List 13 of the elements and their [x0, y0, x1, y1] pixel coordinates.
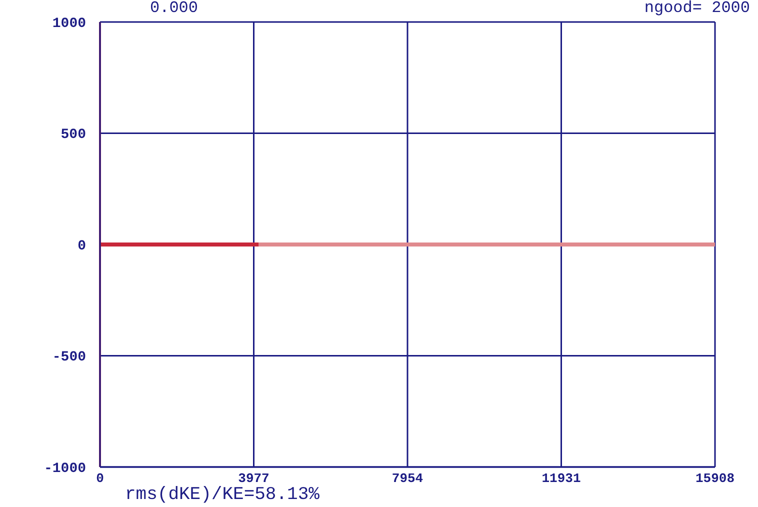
x-tick-label: 3977	[238, 471, 270, 486]
x-tick-label: 7954	[392, 471, 424, 486]
y-tick-label: -1000	[44, 460, 86, 477]
y-tick-label: 0	[78, 238, 86, 254]
x-tick-label: 15908	[695, 471, 735, 486]
y-tick-label: 500	[60, 127, 86, 144]
x-tick-label: 0	[96, 471, 104, 486]
text: ngood= 2000	[644, 0, 750, 17]
y-tick-label: -500	[52, 350, 86, 366]
y-tick-label: 1000	[52, 16, 86, 32]
text: rms(dKE)/KE=58.13%	[125, 485, 320, 505]
x-tick-label: 11931	[542, 471, 581, 486]
text: 0.000	[150, 0, 198, 17]
